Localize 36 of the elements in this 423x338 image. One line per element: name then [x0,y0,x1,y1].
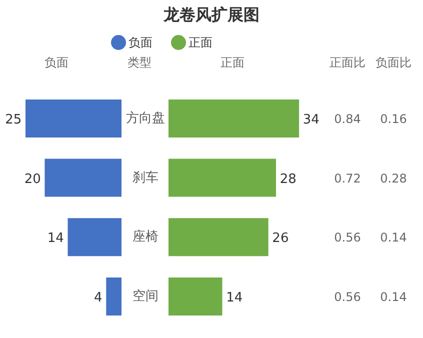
bar [168,100,300,138]
category-label: 空间 [132,289,158,304]
data-label: 14 [47,231,64,246]
category-label: 方向盘 [126,111,165,126]
category-label: 刹车 [132,170,158,186]
text: 龙卷风扩展图 [164,4,260,26]
data-label: 14 [226,290,243,306]
bar [106,278,122,316]
bar [168,278,222,316]
text: 0.56 [334,230,361,245]
text: 0.28 [380,171,407,186]
text: 负面 [44,56,68,70]
data-label: 28 [280,172,296,187]
text: 0.84 [334,112,361,126]
data-label: 26 [272,231,289,246]
legend-label: 负面 [128,36,152,50]
bar [168,218,268,256]
text: 负面比 [376,56,412,70]
text: 正面 [220,56,244,70]
text: 类型 [128,56,152,70]
text: 正面比 [330,56,366,70]
bar [68,218,122,256]
text: 0.16 [380,112,407,126]
bar [26,100,122,138]
text: 0.72 [334,171,361,186]
bar [44,158,122,197]
bar [168,158,276,197]
data-label: 25 [5,112,22,128]
data-label: 34 [302,112,320,128]
data-label: 4 [94,290,102,306]
legend-label: 正面 [188,36,212,50]
category-label: 座椅 [132,230,158,245]
text: 0.14 [380,230,407,245]
text: 0.56 [334,290,361,304]
text: 0.14 [380,290,407,304]
data-label: 20 [24,172,41,187]
